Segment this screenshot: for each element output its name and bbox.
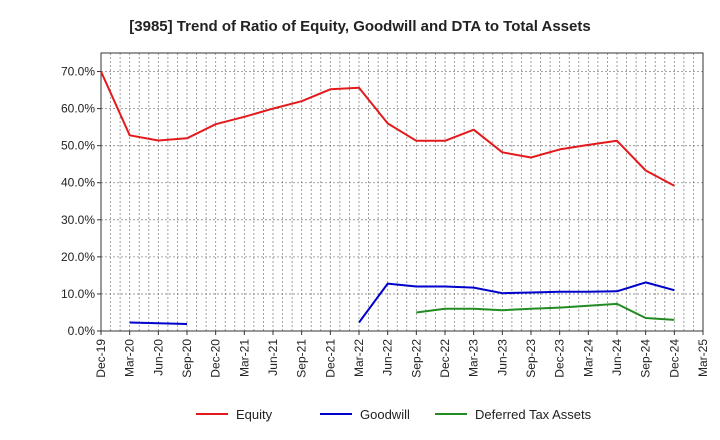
- x-axis: Dec-19 Mar-20 Jun-20 Sep-20 Dec-20 Mar-21 Jun-…: [94, 331, 710, 378]
- y-tick-label: 50.0%: [61, 139, 95, 153]
- legend-item-deferred-tax-assets: Deferred Tax Assets: [435, 407, 592, 422]
- y-tick-label: 30.0%: [61, 213, 95, 227]
- x-tick-label: Mar-25: [696, 339, 710, 377]
- series-goodwill: [129, 281, 675, 325]
- x-tick-label: Jun-23: [495, 339, 509, 376]
- plot-frame: [100, 52, 704, 332]
- y-tick-label: 20.0%: [61, 250, 95, 264]
- x-tick-label: Sep-23: [524, 339, 538, 378]
- x-tick-label: Dec-19: [94, 339, 108, 378]
- series-deferred-tax-assets: [416, 302, 675, 321]
- chart-title: [3985] Trend of Ratio of Equity, Goodwil…: [129, 18, 590, 35]
- x-tick-label: Jun-21: [266, 339, 280, 376]
- series-equity: [100, 71, 675, 187]
- series-line-equity: [100, 71, 675, 187]
- x-tick-label: Dec-20: [209, 339, 223, 378]
- series-line-deferred-tax-assets: [416, 302, 675, 321]
- y-tick-label: 60.0%: [61, 102, 95, 116]
- x-tick-label: Dec-24: [667, 339, 681, 378]
- x-tick-label: Jun-24: [610, 339, 624, 376]
- legend-label-equity: Equity: [236, 407, 273, 422]
- x-tick-label: Mar-22: [352, 339, 366, 377]
- legend: Equity Goodwill Deferred Tax Assets: [196, 407, 592, 422]
- y-tick-label: 0.0%: [68, 324, 96, 338]
- series-layer: [100, 71, 675, 325]
- x-tick-label: Sep-22: [409, 339, 423, 378]
- x-tick-label: Dec-23: [553, 339, 567, 378]
- y-tick-label: 40.0%: [61, 176, 95, 190]
- grid: [101, 53, 703, 331]
- x-tick-label: Sep-21: [295, 339, 309, 378]
- x-tick-label: Jun-22: [381, 339, 395, 376]
- series-line-goodwill: [129, 321, 188, 325]
- x-tick-label: Sep-20: [180, 339, 194, 378]
- legend-item-goodwill: Goodwill: [320, 407, 410, 422]
- y-axis: 0.0% 10.0% 20.0% 30.0% 40.0% 50.0% 60.0% 70.0%: [61, 65, 101, 338]
- x-tick-label: Mar-24: [581, 339, 595, 377]
- y-tick-label: 10.0%: [61, 287, 95, 301]
- series-line-goodwill: [358, 281, 675, 324]
- x-tick-label: Mar-21: [237, 339, 251, 377]
- legend-label-goodwill: Goodwill: [360, 407, 410, 422]
- legend-label-deferred-tax-assets: Deferred Tax Assets: [475, 407, 592, 422]
- legend-item-equity: Equity: [196, 407, 273, 422]
- x-tick-label: Dec-21: [323, 339, 337, 378]
- x-tick-label: Sep-24: [639, 339, 653, 378]
- x-tick-label: Dec-22: [438, 339, 452, 378]
- y-tick-label: 70.0%: [61, 65, 95, 79]
- x-tick-label: Mar-20: [123, 339, 137, 377]
- x-tick-label: Mar-23: [467, 339, 481, 377]
- x-tick-label: Jun-20: [151, 339, 165, 376]
